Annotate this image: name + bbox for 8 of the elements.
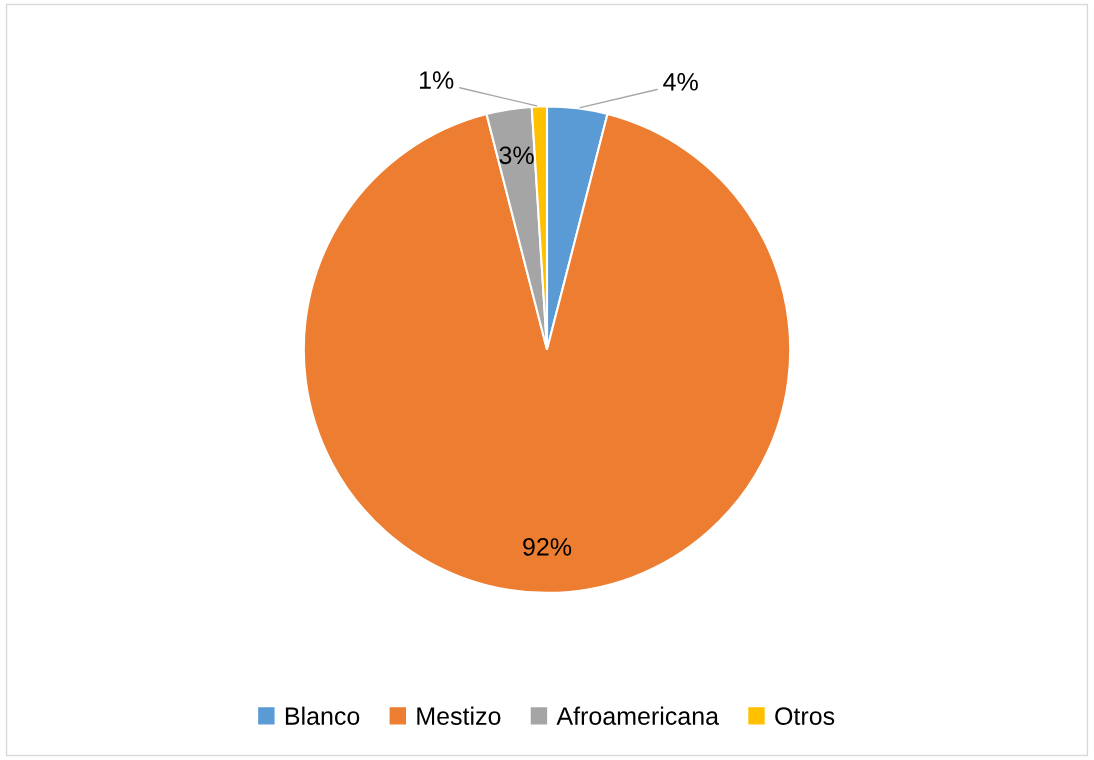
legend-label: Afroamericana xyxy=(556,706,720,725)
data-label: 92% xyxy=(523,538,572,556)
data-label: 1% xyxy=(420,71,454,89)
legend-label: Otros xyxy=(775,707,835,725)
data-label: 3% xyxy=(499,146,534,165)
legend-label: Blanco xyxy=(285,706,360,725)
data-label: 4% xyxy=(663,73,698,91)
legend-label: Mestizo xyxy=(417,706,501,725)
